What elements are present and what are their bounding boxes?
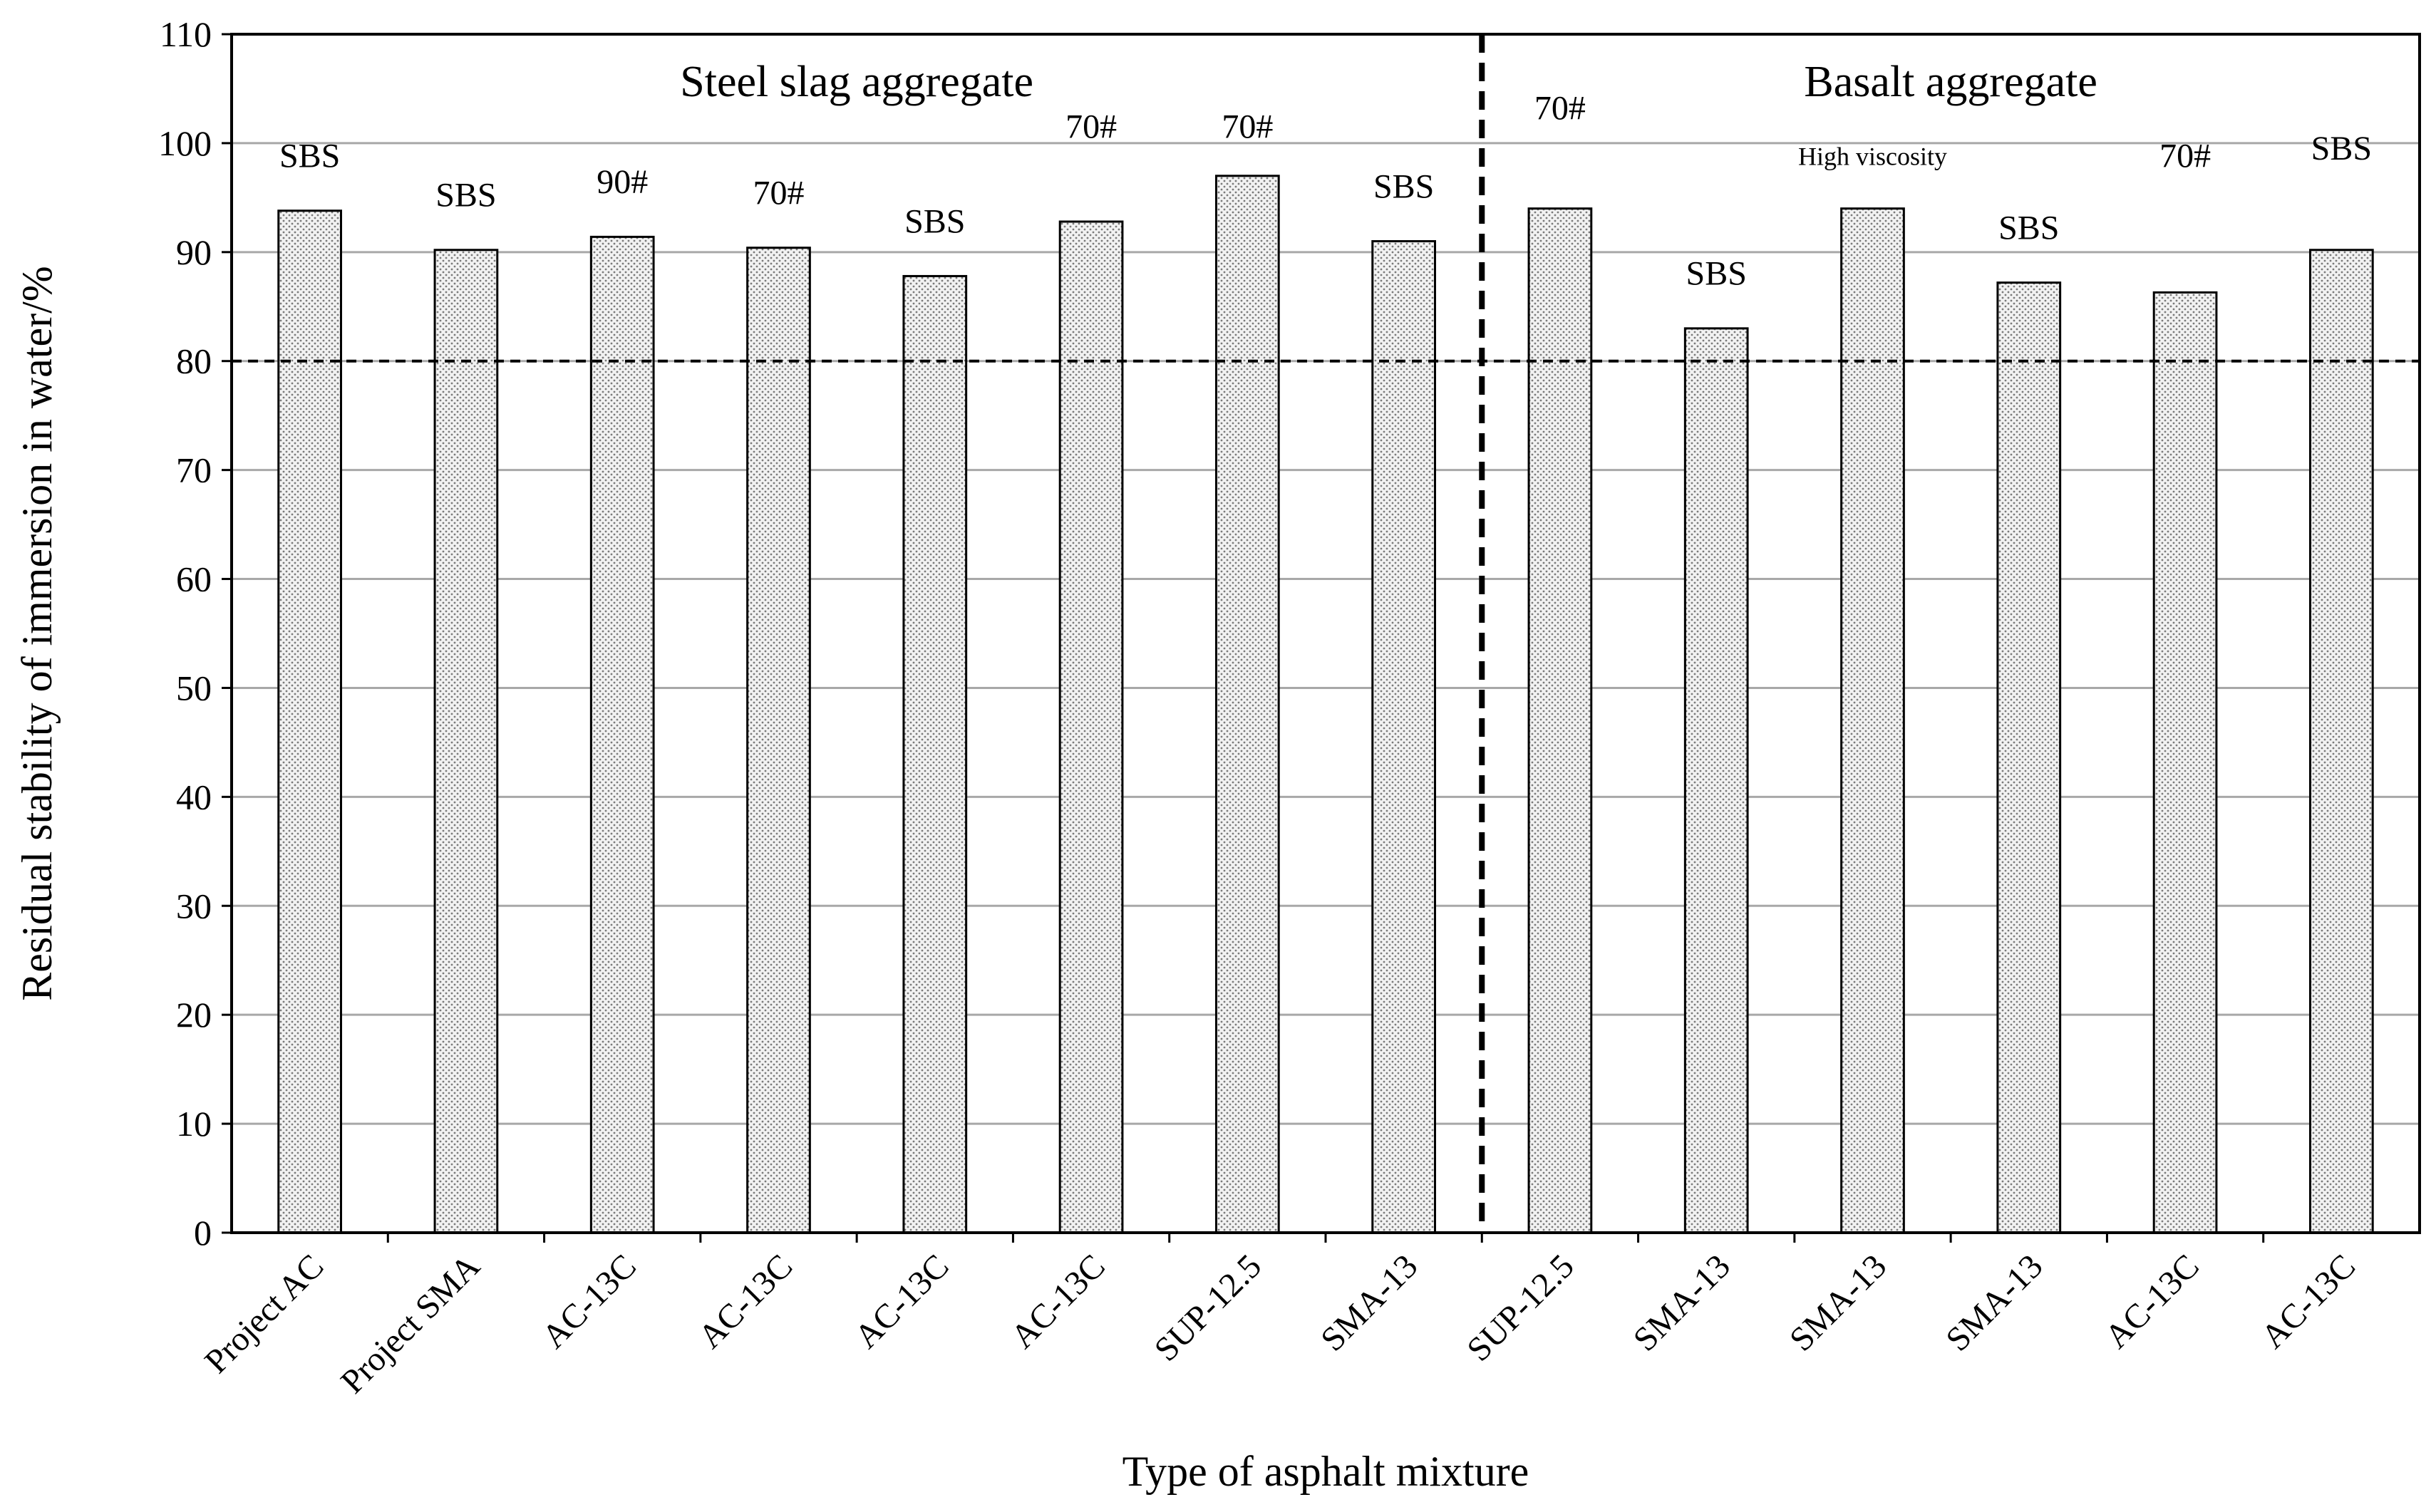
bar	[1527, 207, 1593, 1234]
bar	[433, 249, 499, 1234]
bar-label: 70#	[753, 175, 805, 212]
bar-label: 70#	[1065, 108, 1117, 145]
y-tick-label: 40	[176, 777, 212, 817]
bar	[902, 274, 968, 1234]
x-axis-ticks: Project AC Project SMA AC-13C AC-13C AC-13C A…	[197, 1233, 2363, 1401]
y-tick-label: 50	[176, 668, 212, 708]
bar	[1371, 240, 1437, 1234]
bar	[2152, 291, 2218, 1234]
bar	[746, 247, 811, 1234]
x-tick-label: SUP-12.5	[1460, 1247, 1581, 1368]
x-tick-label: AC-13C	[1003, 1247, 1113, 1356]
bar	[1840, 207, 1905, 1234]
x-tick-label: SMA-13	[1939, 1247, 2050, 1358]
bar	[277, 209, 342, 1234]
x-tick-label: SMA-13	[1313, 1247, 1425, 1358]
bar-label: SBS	[2311, 130, 2372, 167]
y-tick-label: 100	[158, 123, 212, 163]
bar-label: SBS	[1686, 255, 1747, 293]
group-labels: Steel slag aggregate Basalt aggregate	[680, 58, 2097, 106]
bar	[1683, 327, 1749, 1234]
y-axis-ticks: 0 10 20 30 40 50 60 70 80 90 100 110	[158, 14, 232, 1253]
x-axis-title: Type of asphalt mixture	[1122, 1448, 1529, 1495]
plot-area-frame	[230, 33, 2421, 1234]
bar-label: 70#	[1534, 89, 1586, 127]
x-tick-label: AC-13C	[535, 1247, 644, 1356]
bar-labels: SBS SBS 90# 70# SBS 70# 70# SBS 70# SBS High visco…	[279, 89, 2372, 292]
bar	[1996, 281, 2062, 1234]
group-label: Steel slag aggregate	[680, 58, 1033, 106]
x-tick-label: AC-13C	[2097, 1247, 2207, 1356]
bar-label: 90#	[597, 163, 648, 201]
bar-label: SBS	[1998, 209, 2059, 247]
bar-label: SBS	[435, 177, 496, 214]
bar-label: SBS	[1373, 167, 1434, 205]
y-tick-label: 80	[176, 341, 212, 381]
bar-label: SBS	[279, 138, 340, 175]
bar	[1058, 220, 1124, 1234]
y-tick-label: 30	[176, 886, 212, 926]
y-tick-label: 90	[176, 232, 212, 272]
y-tick-label: 20	[176, 995, 212, 1035]
bar	[1215, 175, 1280, 1234]
x-tick-label: AC-13C	[691, 1247, 800, 1356]
x-tick-label: Project AC	[197, 1247, 331, 1380]
group-label: Basalt aggregate	[1804, 58, 2097, 106]
x-tick-label: SMA-13	[1626, 1247, 1738, 1358]
x-tick-label: SMA-13	[1782, 1247, 1894, 1358]
x-tick-label: AC-13C	[847, 1247, 956, 1356]
bar-label: 70#	[1222, 108, 1273, 145]
bar-label: 70#	[2159, 138, 2211, 175]
y-tick-label: 0	[194, 1213, 212, 1253]
bar-label: High viscosity	[1798, 142, 1947, 170]
x-tick-label: AC-13C	[2254, 1247, 2363, 1356]
bar	[2309, 249, 2374, 1234]
y-tick-label: 60	[176, 559, 212, 599]
y-tick-label: 70	[176, 450, 212, 490]
x-tick-label: Project SMA	[334, 1247, 487, 1401]
bar	[589, 235, 655, 1234]
y-tick-label: 10	[176, 1104, 212, 1144]
y-axis-title: Residual stability of immersion in water…	[14, 266, 61, 1000]
x-tick-label: SUP-12.5	[1147, 1247, 1269, 1368]
bars	[277, 175, 2374, 1234]
bar-label: SBS	[904, 202, 965, 240]
reference-lines	[232, 34, 2420, 1233]
gridlines	[232, 142, 2420, 1125]
y-tick-label: 110	[160, 14, 212, 54]
